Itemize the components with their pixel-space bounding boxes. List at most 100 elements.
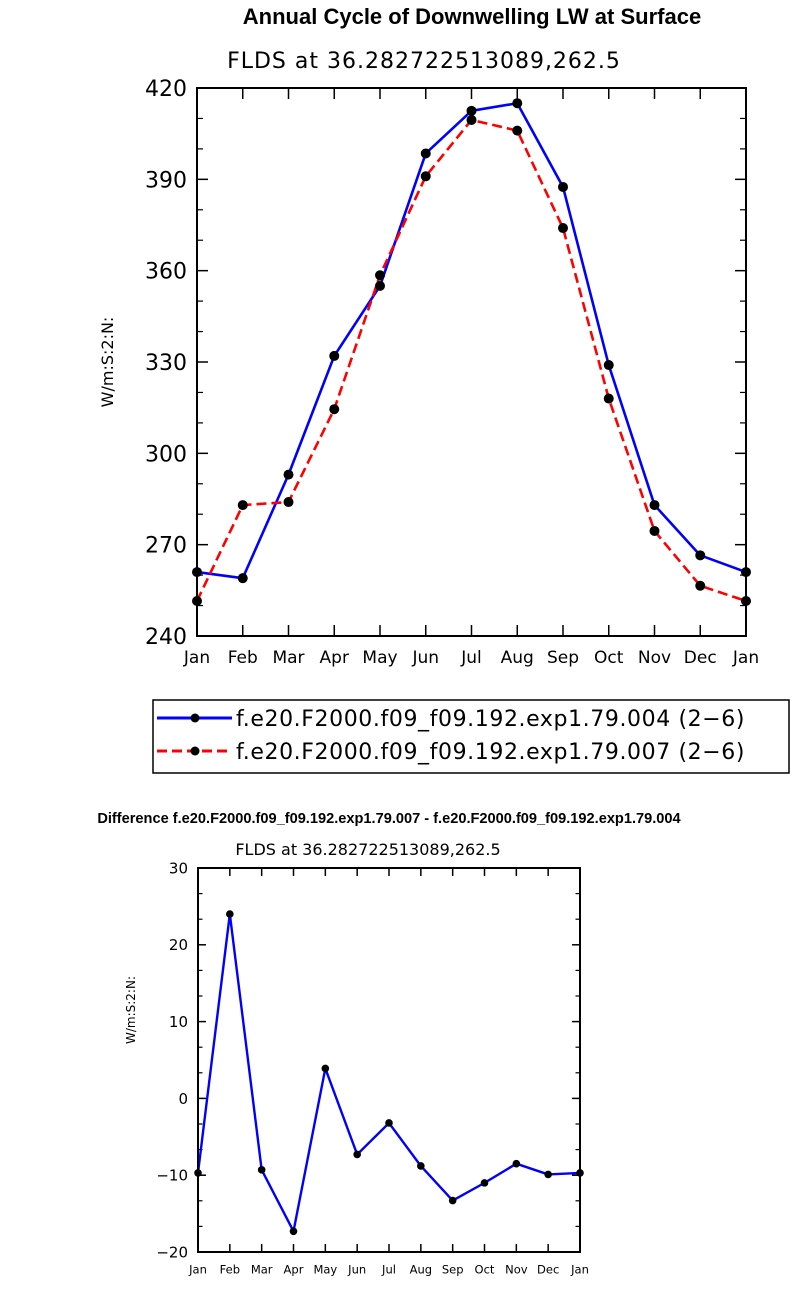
x-tick-label: Mar	[272, 648, 304, 668]
x-tick-label: Mar	[251, 1263, 273, 1277]
bottom-chart: Difference f.e20.F2000.f09_f09.192.exp1.…	[97, 811, 681, 1277]
legend-marker-004	[190, 713, 200, 723]
x-tick-label: Apr	[284, 1263, 304, 1277]
series-0-point	[417, 1162, 425, 1170]
y-tick-label: 360	[145, 260, 187, 285]
x-tick-label: May	[362, 648, 397, 668]
x-tick-label: Jan	[188, 1263, 207, 1277]
series-0-point	[257, 1166, 266, 1174]
bottom-chart-y-tick-labels: −20 −10 0 10 20 30	[156, 859, 188, 1261]
x-tick-label: Jan	[183, 648, 210, 668]
x-tick-label: Jan	[732, 648, 759, 668]
series-0-point	[466, 105, 477, 116]
series-line-1	[195, 118, 747, 603]
legend-entry-007: f.e20.F2000.f09_f09.192.exp1.79.007 (2−6…	[157, 740, 745, 765]
legend-label-004: f.e20.F2000.f09_f09.192.exp1.79.004 (2−6…	[236, 707, 745, 732]
series-0-point	[649, 500, 660, 511]
x-tick-label: Oct	[475, 1263, 495, 1277]
top-chart-ticks	[196, 87, 747, 637]
series-line-0	[196, 912, 581, 1233]
y-tick-label: 300	[145, 442, 187, 467]
series-1-point	[420, 171, 431, 182]
y-tick-label: 330	[145, 351, 187, 376]
series-0-point	[480, 1179, 489, 1187]
series-0-point	[448, 1196, 457, 1205]
x-tick-label: Jan	[570, 1263, 589, 1277]
x-tick-label: Nov	[638, 648, 671, 668]
series-1-point	[466, 114, 477, 125]
x-tick-label: Dec	[684, 648, 717, 668]
series-0-point	[385, 1119, 393, 1127]
y-tick-label: 0	[178, 1090, 188, 1108]
y-tick-label: 10	[169, 1013, 188, 1031]
y-tick-label: 20	[169, 936, 188, 954]
series-line-0	[196, 101, 747, 580]
series-0-point	[226, 910, 234, 918]
x-tick-label: Oct	[594, 648, 624, 668]
series-0-point	[237, 573, 248, 584]
series-1-point	[375, 270, 385, 281]
top-chart-title: Annual Cycle of Downwelling LW at Surfac…	[243, 4, 701, 29]
series-1-point	[283, 497, 294, 508]
y-tick-label: 390	[145, 168, 187, 193]
legend-label-007: f.e20.F2000.f09_f09.192.exp1.79.007 (2−6…	[236, 740, 745, 765]
y-tick-label: 270	[145, 534, 187, 559]
series-0-point	[353, 1150, 361, 1159]
x-tick-label: May	[313, 1263, 337, 1277]
x-tick-label: Aug	[410, 1263, 432, 1277]
top-chart-x-tick-labels: Jan Feb Mar Apr May Jun Jul Aug Sep Oct Nov Dec Jan	[183, 648, 759, 668]
series-1-point	[329, 404, 340, 415]
series-0-point	[603, 360, 614, 371]
series-1-point	[603, 393, 614, 404]
top-chart-y-axis-label: W/m:S:2:N:	[98, 317, 117, 408]
series-0-point	[420, 148, 431, 159]
y-tick-label: −20	[156, 1243, 188, 1261]
series-0-point	[558, 181, 568, 192]
series-0-point	[329, 350, 340, 361]
x-tick-label: Sep	[547, 648, 579, 668]
legend-box	[152, 699, 790, 774]
series-0-point	[512, 1159, 521, 1168]
bottom-chart-x-tick-labels: Jan Feb Mar Apr May Jun Jul Aug Sep Oct Nov Dec Jan	[188, 1263, 589, 1277]
x-tick-label: Jun	[347, 1263, 366, 1277]
x-tick-label: Jun	[411, 648, 439, 668]
top-chart-y-tick-labels: 240 270 300 330 360 390 420	[145, 77, 187, 650]
series-0-point	[512, 98, 523, 109]
series-1-point	[558, 223, 568, 234]
x-tick-label: Feb	[220, 1263, 240, 1277]
x-tick-label: Apr	[320, 648, 349, 668]
x-tick-label: Dec	[537, 1263, 559, 1277]
y-tick-label: −10	[156, 1167, 188, 1185]
x-tick-label: Jul	[460, 648, 482, 668]
top-chart: Annual Cycle of Downwelling LW at Surfac…	[98, 4, 790, 774]
top-chart-subtitle: FLDS at 36.282722513089,262.5	[227, 49, 621, 74]
x-tick-label: Aug	[501, 648, 534, 668]
series-0-point	[544, 1170, 552, 1179]
bottom-chart-title: Difference f.e20.F2000.f09_f09.192.exp1.…	[97, 811, 681, 827]
series-0-point	[695, 550, 706, 561]
series-0-point	[283, 469, 294, 480]
legend-entry-004: f.e20.F2000.f09_f09.192.exp1.79.004 (2−6…	[157, 707, 745, 732]
bottom-chart-frame	[197, 867, 581, 1253]
series-1-point	[512, 125, 523, 136]
x-tick-label: Nov	[505, 1263, 528, 1277]
series-0-point	[289, 1227, 298, 1236]
bottom-chart-subtitle: FLDS at 36.282722513089,262.5	[235, 840, 500, 859]
series-1-point	[237, 500, 248, 511]
x-tick-label: Sep	[442, 1263, 464, 1277]
y-tick-label: 240	[145, 625, 187, 650]
legend-marker-007	[190, 746, 200, 756]
series-0-point	[375, 280, 385, 291]
bottom-chart-ticks	[197, 867, 581, 1253]
series-1-point	[695, 580, 706, 591]
top-chart-frame	[196, 87, 747, 637]
y-tick-label: 30	[169, 859, 188, 877]
top-chart-legend: f.e20.F2000.f09_f09.192.exp1.79.004 (2−6…	[152, 699, 790, 774]
x-tick-label: Feb	[228, 648, 258, 668]
x-tick-label: Jul	[381, 1263, 396, 1277]
series-1-point	[649, 525, 660, 536]
series-0-point	[321, 1064, 330, 1073]
top-chart-series	[192, 98, 751, 606]
y-tick-label: 420	[145, 77, 187, 102]
